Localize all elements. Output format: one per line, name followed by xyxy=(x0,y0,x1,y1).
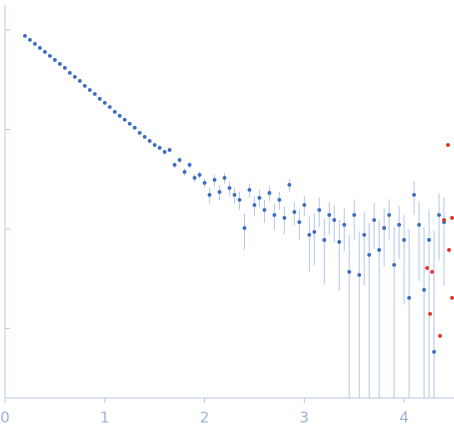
data-point xyxy=(262,208,267,212)
data-point xyxy=(287,183,292,187)
data-point xyxy=(382,226,387,230)
data-point xyxy=(332,218,337,222)
data-point xyxy=(428,312,432,316)
data-point xyxy=(132,125,137,130)
data-point xyxy=(197,173,202,177)
data-point xyxy=(412,192,416,197)
data-point xyxy=(447,248,451,252)
data-point xyxy=(302,203,307,207)
data-point xyxy=(237,197,242,202)
x-tick-label: 0 xyxy=(0,409,10,427)
data-point xyxy=(432,350,436,354)
data-point xyxy=(450,216,454,220)
data-point xyxy=(142,135,147,139)
data-point xyxy=(52,58,57,62)
data-point xyxy=(282,216,287,220)
x-tick-label: 3 xyxy=(300,409,310,427)
data-point xyxy=(187,163,192,167)
data-point xyxy=(292,210,297,214)
data-point xyxy=(242,226,247,230)
data-point xyxy=(347,270,352,274)
data-point xyxy=(162,150,167,154)
data-point xyxy=(372,218,377,222)
data-point xyxy=(38,46,42,50)
data-point xyxy=(307,233,312,237)
data-point xyxy=(157,146,162,150)
data-point xyxy=(217,190,222,194)
data-point xyxy=(252,203,257,207)
data-point xyxy=(407,295,411,300)
data-point xyxy=(212,178,217,182)
data-point xyxy=(427,238,431,242)
data-point xyxy=(82,83,87,88)
data-point xyxy=(357,273,362,277)
data-point xyxy=(442,218,446,222)
data-point xyxy=(227,186,232,190)
data-point xyxy=(87,88,92,92)
data-point xyxy=(222,175,227,180)
data-point xyxy=(23,33,27,38)
data-point xyxy=(430,270,434,274)
data-point xyxy=(67,70,72,75)
data-point xyxy=(267,191,272,195)
data-point xyxy=(112,110,117,114)
data-point xyxy=(97,96,102,101)
data-point xyxy=(367,253,372,257)
data-point xyxy=(446,143,450,147)
data-point xyxy=(247,187,252,192)
data-point xyxy=(33,42,37,46)
data-point xyxy=(177,158,182,162)
data-point xyxy=(352,213,357,217)
data-point xyxy=(137,130,142,135)
data-point xyxy=(92,92,97,96)
data-point xyxy=(422,287,426,292)
data-point xyxy=(167,148,172,152)
data-point xyxy=(43,50,47,54)
data-point xyxy=(337,240,342,244)
data-point xyxy=(72,75,77,79)
data-point xyxy=(117,113,122,118)
data-point xyxy=(438,334,442,338)
data-point xyxy=(48,54,52,58)
data-point xyxy=(402,238,407,242)
data-point xyxy=(272,213,277,217)
data-point xyxy=(102,100,107,105)
data-point xyxy=(172,163,177,167)
data-point xyxy=(57,62,62,66)
data-point xyxy=(437,213,441,217)
data-point xyxy=(317,208,322,212)
data-point xyxy=(207,192,212,197)
data-point xyxy=(257,196,262,200)
data-point xyxy=(312,230,317,234)
data-point xyxy=(362,233,367,237)
data-point xyxy=(450,295,454,300)
data-point xyxy=(417,222,421,227)
x-tick-label: 4 xyxy=(399,409,409,427)
data-point xyxy=(152,143,157,147)
data-point xyxy=(127,121,132,126)
data-point xyxy=(327,213,332,217)
data-point xyxy=(202,181,207,185)
data-point xyxy=(107,105,112,109)
data-point xyxy=(277,197,282,202)
data-point xyxy=(62,66,67,70)
data-point xyxy=(182,170,187,174)
data-point xyxy=(122,117,127,122)
data-point xyxy=(387,213,392,217)
data-point xyxy=(192,175,197,180)
data-point xyxy=(147,139,152,143)
data-point xyxy=(322,238,327,242)
data-point xyxy=(377,248,382,252)
data-point xyxy=(28,37,32,42)
data-point xyxy=(77,79,82,83)
data-point xyxy=(425,266,429,270)
data-point xyxy=(232,192,237,197)
data-point xyxy=(342,222,347,227)
data-point xyxy=(297,220,302,225)
data-point xyxy=(397,222,402,227)
x-tick-label: 1 xyxy=(100,409,110,427)
data-point xyxy=(392,263,397,267)
x-tick-label: 2 xyxy=(200,409,210,427)
